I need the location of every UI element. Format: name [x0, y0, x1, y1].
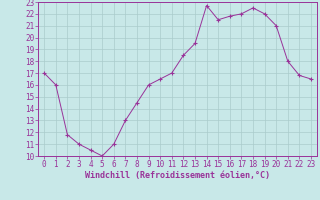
X-axis label: Windchill (Refroidissement éolien,°C): Windchill (Refroidissement éolien,°C) — [85, 171, 270, 180]
